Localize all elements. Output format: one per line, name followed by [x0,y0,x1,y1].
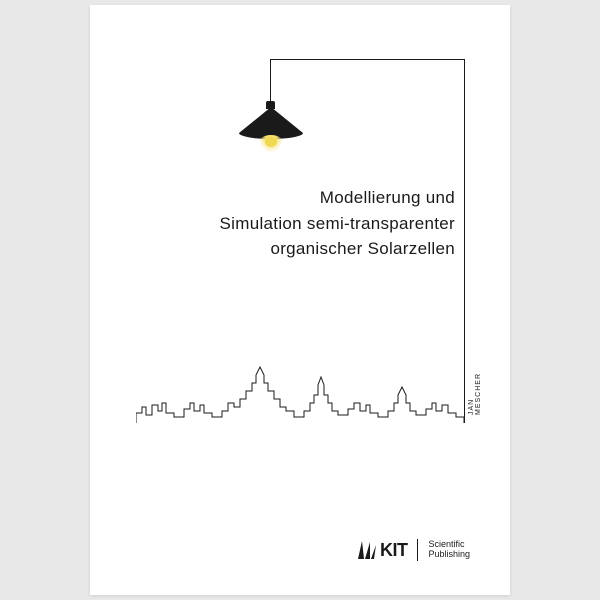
lamp-wire-horizontal [270,59,465,60]
publisher-block: KIT Scientific Publishing [356,539,470,561]
title-line-2: Simulation semi-transparenter [150,211,455,237]
title-line-1: Modellierung und [150,185,455,211]
kit-fan-icon [356,539,378,561]
title-line-3: organischer Solarzellen [150,236,455,262]
publisher-divider [417,539,418,561]
kit-logo: KIT [356,539,408,561]
kit-logo-text: KIT [380,540,408,561]
publisher-name: Scientific Publishing [428,540,470,560]
skyline-path [136,367,464,423]
book-title: Modellierung und Simulation semi-transpa… [150,185,455,262]
book-cover: Modellierung und Simulation semi-transpa… [90,5,510,595]
lamp-shade [239,107,303,133]
publisher-line-2: Publishing [428,550,470,560]
lamp-bulb-icon [265,137,277,147]
skyline-illustration [136,355,466,435]
author-name: JAN MESCHER [468,373,482,415]
lamp-wire-drop [270,59,271,101]
